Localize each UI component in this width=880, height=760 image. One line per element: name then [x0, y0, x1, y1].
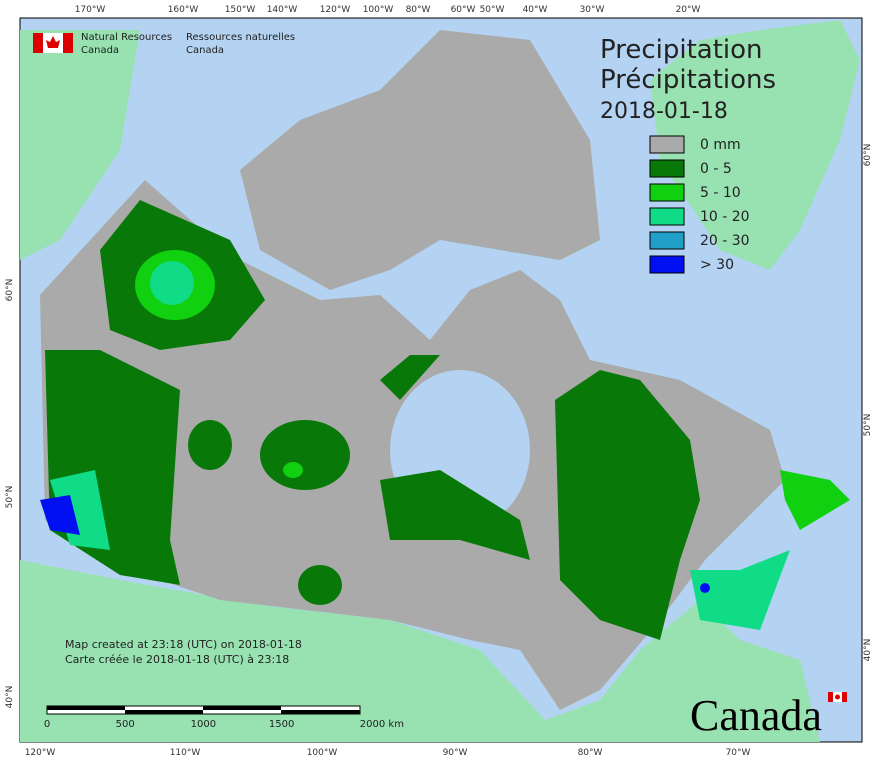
graticule-label: 120°W [320, 5, 351, 15]
graticule-label: 150°W [225, 5, 256, 15]
scale-label: 2000 km [360, 719, 404, 730]
title: Precipitation [600, 35, 763, 65]
graticule-label: 20°W [676, 5, 701, 15]
scale-label: 1500 [269, 719, 294, 730]
graticule-label: 50°N [863, 414, 873, 437]
scale-label: 0 [44, 719, 50, 730]
graticule-label: 110°W [170, 748, 201, 758]
graticule-label: 60°N [863, 144, 873, 167]
graticule-label: 160°W [168, 5, 199, 15]
legend-swatch [649, 207, 685, 226]
agency-fr: Ressources naturelles [186, 32, 295, 43]
graticule-label: 80°W [578, 748, 603, 758]
scale-bar [46, 705, 361, 715]
graticule-label: 70°W [726, 748, 751, 758]
legend-label: 0 mm [700, 137, 741, 153]
legend-label: 10 - 20 [700, 209, 750, 225]
legend-label: 0 - 5 [700, 161, 732, 177]
graticule-label: 80°W [406, 5, 431, 15]
graticule-label: 90°W [443, 748, 468, 758]
graticule-label: 50°N [5, 486, 15, 509]
graticule-label: 40°N [863, 639, 873, 662]
legend-swatch [649, 135, 685, 154]
scale-label: 500 [116, 719, 135, 730]
agency-fr: Canada [186, 45, 224, 56]
note: Map created at 23:18 (UTC) on 2018-01-18 [65, 638, 302, 651]
graticule-label: 40°N [5, 686, 15, 709]
graticule-label: 140°W [267, 5, 298, 15]
agency-en: Canada [81, 45, 119, 56]
flag [33, 33, 73, 53]
legend-swatch [649, 159, 685, 178]
graticule-label: 100°W [307, 748, 338, 758]
legend-swatch [649, 255, 685, 274]
graticule: 170°W 160°W 150°W 140°W 120°W 100°W 80°W 60°W 50… [5, 5, 873, 758]
wordmark: Canada [690, 691, 822, 740]
graticule-label: 40°W [523, 5, 548, 15]
agency-en: Natural Resources [81, 32, 172, 43]
scale-label: 1000 [191, 719, 216, 730]
legend-label: > 30 [700, 257, 734, 273]
title-date: 2018-01-18 [600, 99, 728, 124]
graticule-label: 30°W [580, 5, 605, 15]
note: Carte créée le 2018-01-18 (UTC) à 23:18 [65, 653, 289, 666]
legend-label: 20 - 30 [700, 233, 750, 249]
graticule-label: 60°W [451, 5, 476, 15]
graticule-label: 100°W [363, 5, 394, 15]
legend-swatch [649, 231, 685, 250]
wordmark-flag [828, 692, 847, 702]
legend-label: 5 - 10 [700, 185, 741, 201]
graticule-label: 60°N [5, 279, 15, 302]
legend: 0 mm 0 - 5 5 - 10 10 - 20 20 - 30 > 30 [649, 135, 750, 274]
precip-areas [40, 200, 790, 640]
graticule-label: 50°W [480, 5, 505, 15]
graticule-label: 170°W [75, 5, 106, 15]
title: Précipitations [600, 65, 776, 95]
scale-labels: 0 500 1000 1500 2000 km [44, 719, 404, 730]
legend-swatch [649, 183, 685, 202]
graticule-label: 120°W [25, 748, 56, 758]
